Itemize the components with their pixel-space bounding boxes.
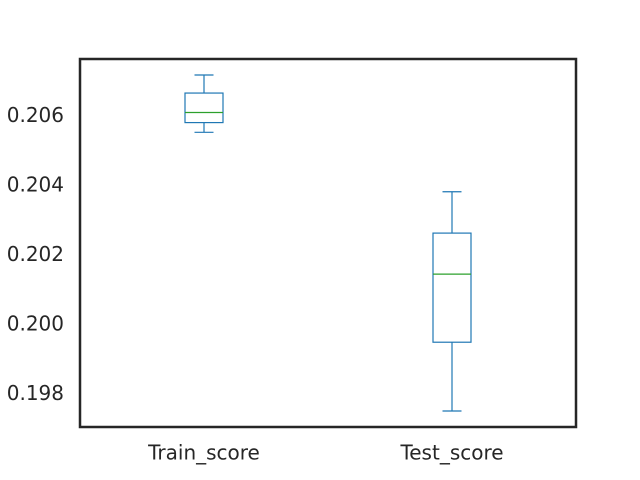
x-ticks-layer: Train_score Test_score (147, 441, 503, 465)
x-tick-label: Test_score (399, 441, 503, 465)
box-train-score (184, 74, 224, 133)
y-tick-label: 0.200 (7, 312, 64, 336)
y-tick-label: 0.206 (7, 103, 64, 127)
y-tick-label: 0.198 (7, 381, 64, 405)
y-tick-label: 0.202 (7, 242, 64, 266)
iqr-box-train-score (184, 92, 224, 124)
boxes-layer (184, 74, 472, 412)
box-test-score (432, 191, 472, 412)
plot-frame (78, 57, 578, 429)
iqr-box-test-score (432, 232, 472, 343)
y-tick-label: 0.204 (7, 173, 64, 197)
x-tick-label: Train_score (147, 441, 260, 465)
y-ticks-layer: 0.198 0.200 0.202 0.204 0.206 (7, 103, 64, 405)
